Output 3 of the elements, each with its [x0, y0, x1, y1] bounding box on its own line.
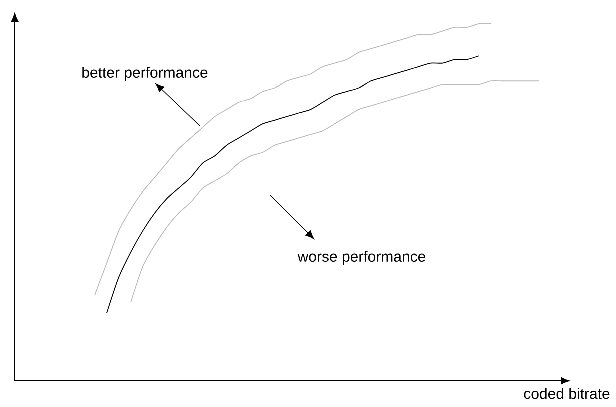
x-axis-title: coded bitrate	[524, 388, 610, 400]
annotation: better performance	[82, 67, 208, 81]
annotation: worse performance	[298, 251, 426, 265]
